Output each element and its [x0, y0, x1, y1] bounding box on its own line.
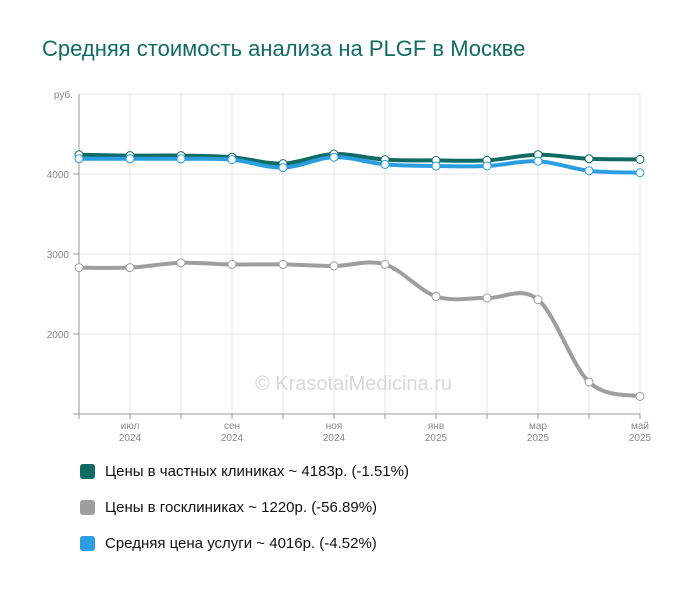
x-tick-year-label: 2024: [119, 433, 142, 444]
line-chart: 200030004000руб.июл2024сен2024ноя2024янв…: [47, 89, 652, 444]
y-tick-label: 3000: [47, 250, 70, 261]
legend-item-public[interactable]: Цены в госклиниках ~ 1220р. (-56.89%): [80, 498, 409, 516]
data-point-average: [482, 161, 492, 171]
legend-swatch-public: [80, 499, 95, 515]
data-point-average: [74, 154, 84, 164]
legend-label-average: Средняя цена услуги ~ 4016р. (-4.52%): [105, 534, 377, 552]
x-tick-label: май: [631, 421, 649, 432]
data-point-average: [380, 159, 390, 169]
x-tick-year-label: 2025: [527, 433, 550, 444]
x-tick-label: янв: [428, 421, 444, 432]
data-point-private: [584, 154, 594, 164]
legend-swatch-private: [80, 463, 95, 479]
x-tick-label: сен: [224, 421, 240, 432]
data-point-public: [533, 295, 543, 305]
watermark: © KrasotaiMedicina.ru: [255, 373, 452, 395]
x-tick-label: ноя: [326, 421, 343, 432]
data-point-public: [329, 261, 339, 271]
data-point-public: [584, 377, 594, 387]
data-point-public: [431, 291, 441, 301]
data-point-public: [74, 263, 84, 273]
data-point-average: [125, 154, 135, 164]
legend-item-private[interactable]: Цены в частных клиниках ~ 4183р. (-1.51%…: [80, 462, 409, 480]
legend-label-public: Цены в госклиниках ~ 1220р. (-56.89%): [105, 498, 378, 516]
x-tick-label: мар: [529, 421, 547, 432]
data-point-average: [431, 161, 441, 171]
data-point-public: [125, 263, 135, 273]
data-point-public: [278, 259, 288, 269]
y-tick-label: 4000: [47, 170, 70, 181]
data-point-public: [635, 391, 645, 401]
data-point-average: [584, 166, 594, 176]
x-tick-year-label: 2025: [425, 433, 448, 444]
series-line-average: [77, 155, 642, 175]
data-point-private: [635, 154, 645, 164]
y-unit-label: руб.: [54, 89, 73, 101]
legend-item-average[interactable]: Средняя цена услуги ~ 4016р. (-4.52%): [80, 534, 409, 552]
chart-title: Средняя стоимость анализа на PLGF в Моск…: [42, 36, 526, 61]
x-tick-year-label: 2025: [629, 433, 652, 444]
data-point-public: [482, 293, 492, 303]
data-point-average: [533, 156, 543, 166]
data-point-average: [176, 154, 186, 164]
x-tick-label: июл: [121, 421, 140, 432]
legend-label-private: Цены в частных клиниках ~ 4183р. (-1.51%…: [105, 462, 409, 480]
data-point-average: [227, 155, 237, 165]
x-tick-year-label: 2024: [323, 433, 346, 444]
data-point-average: [278, 163, 288, 173]
data-point-average: [329, 152, 339, 162]
legend-swatch-average: [80, 535, 95, 551]
data-point-average: [635, 168, 645, 178]
y-tick-label: 2000: [47, 330, 70, 341]
data-point-public: [380, 259, 390, 269]
x-tick-year-label: 2024: [221, 433, 244, 444]
legend: Цены в частных клиниках ~ 4183р. (-1.51%…: [80, 462, 409, 570]
data-point-public: [176, 258, 186, 268]
data-point-public: [227, 259, 237, 269]
